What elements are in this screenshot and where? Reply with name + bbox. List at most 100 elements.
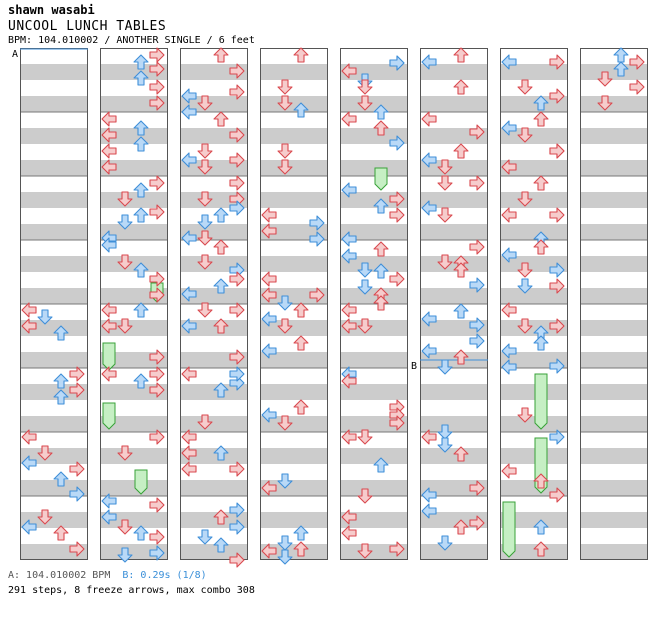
step-arrow (533, 473, 549, 489)
step-arrow (341, 429, 357, 445)
step-arrow (373, 104, 389, 120)
step-arrow (341, 63, 357, 79)
step-arrow (149, 95, 165, 111)
step-arrow (469, 239, 485, 255)
step-arrow (277, 159, 293, 175)
step-arrow (101, 509, 117, 525)
step-summary: 291 steps, 8 freeze arrows, max combo 30… (8, 585, 255, 596)
stripe (580, 320, 648, 336)
stripe (100, 448, 168, 464)
step-arrow (149, 429, 165, 445)
stripe (580, 224, 648, 240)
step-arrow (133, 525, 149, 541)
stripe (260, 64, 328, 80)
step-arrow (117, 214, 133, 230)
step-arrow (357, 429, 373, 445)
step-arrow (293, 47, 309, 63)
step-arrow (53, 471, 69, 487)
step-arrow (133, 207, 149, 223)
step-arrow (197, 159, 213, 175)
stripe (180, 544, 248, 560)
column-border (580, 48, 648, 560)
step-arrow (373, 263, 389, 279)
step-arrow (517, 318, 533, 334)
step-arrow (421, 503, 437, 519)
stripe (500, 512, 568, 528)
stripe (420, 96, 488, 112)
stripe (420, 480, 488, 496)
step-arrow (533, 541, 549, 557)
step-arrow (277, 415, 293, 431)
stripe (260, 160, 328, 176)
stripe (260, 256, 328, 272)
step-arrow (421, 311, 437, 327)
step-arrow (549, 262, 565, 278)
step-arrow (181, 152, 197, 168)
stripe (500, 64, 568, 80)
step-arrow (133, 136, 149, 152)
stripe (100, 256, 168, 272)
step-arrow (421, 487, 437, 503)
stripe (340, 352, 408, 368)
step-arrow (517, 127, 533, 143)
stripe (260, 544, 328, 560)
step-arrow (149, 47, 165, 63)
stripe (100, 128, 168, 144)
stripe (20, 128, 88, 144)
step-arrow (357, 262, 373, 278)
step-arrow (517, 407, 533, 423)
step-arrow (149, 271, 165, 287)
step-arrow (501, 159, 517, 175)
freeze-arrow (134, 469, 148, 495)
freeze-arrow (502, 501, 516, 558)
step-arrow (421, 343, 437, 359)
stripe (100, 416, 168, 432)
stripe (420, 64, 488, 80)
step-arrow (213, 509, 229, 525)
step-arrow (389, 207, 405, 223)
tempo-legend: A: 104.010002 BPM B: 0.29s (1/8) (8, 570, 207, 581)
stripe (100, 160, 168, 176)
step-arrow (501, 207, 517, 223)
stripe (580, 256, 648, 272)
step-arrow (197, 143, 213, 159)
freeze-arrow (102, 402, 116, 430)
stripe (180, 96, 248, 112)
step-arrow (261, 407, 277, 423)
stripe (180, 224, 248, 240)
step-arrow (373, 457, 389, 473)
step-arrow (229, 200, 245, 216)
step-arrow (293, 541, 309, 557)
step-arrow (37, 445, 53, 461)
step-arrow (501, 120, 517, 136)
step-arrow (501, 54, 517, 70)
step-arrow (21, 519, 37, 535)
step-arrow (277, 95, 293, 111)
stripe (180, 288, 248, 304)
step-arrow (309, 215, 325, 231)
stripe (260, 128, 328, 144)
step-arrow (53, 389, 69, 405)
step-arrow (597, 95, 613, 111)
step-arrow (149, 529, 165, 545)
step-arrow (149, 382, 165, 398)
step-arrow (261, 287, 277, 303)
step-arrow (389, 271, 405, 287)
step-arrow (277, 79, 293, 95)
step-arrow (197, 414, 213, 430)
step-arrow (101, 493, 117, 509)
step-arrow (549, 54, 565, 70)
step-arrow (389, 135, 405, 151)
step-arrow (229, 502, 245, 518)
step-arrow (341, 231, 357, 247)
stripe (340, 256, 408, 272)
step-arrow (453, 349, 469, 365)
stripe (260, 320, 328, 336)
step-arrow (69, 382, 85, 398)
step-arrow (229, 519, 245, 535)
step-arrow (549, 429, 565, 445)
step-arrow (197, 529, 213, 545)
stripe (580, 416, 648, 432)
stripe (100, 192, 168, 208)
